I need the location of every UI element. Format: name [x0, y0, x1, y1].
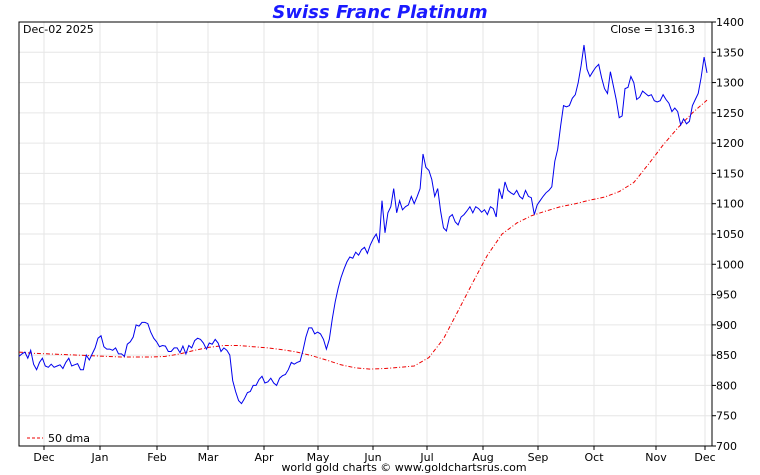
- x-tick-label: Nov: [645, 451, 667, 464]
- y-tick-label: 1300: [716, 77, 744, 90]
- legend: 50 dma: [27, 432, 90, 445]
- x-tick-label: Sep: [528, 451, 549, 464]
- y-axis: 700 750 800 850 900 950 1000 1050 1100 1150 1200 12…: [712, 16, 744, 453]
- y-tick-label: 1000: [716, 258, 744, 271]
- x-tick-label: Apr: [254, 451, 274, 464]
- y-tick-label: 1250: [716, 107, 744, 120]
- x-tick-label: May: [307, 451, 330, 464]
- y-tick-label: 900: [716, 319, 737, 332]
- y-tick-label: 700: [716, 440, 737, 453]
- x-axis: Dec Jan Feb Mar Apr May Jun Jul Aug Sep Oct Nov Dec: [33, 446, 716, 464]
- y-tick-label: 800: [716, 379, 737, 392]
- y-tick-label: 1100: [716, 198, 744, 211]
- x-tick-label: Oct: [584, 451, 604, 464]
- y-tick-label: 1350: [716, 46, 744, 59]
- date-label: Dec-02 2025: [23, 23, 94, 36]
- chart-title: Swiss Franc Platinum: [272, 2, 488, 23]
- y-tick-label: 850: [716, 349, 737, 362]
- x-tick-label: Dec: [33, 451, 54, 464]
- x-tick-label: Mar: [198, 451, 219, 464]
- x-tick-label: Dec: [694, 451, 715, 464]
- series-price-line: [18, 44, 708, 405]
- x-tick-label: Jan: [91, 451, 109, 464]
- close-label: Close = 1316.3: [610, 23, 695, 36]
- y-tick-label: 750: [716, 410, 737, 423]
- x-tick-label: Aug: [472, 451, 493, 464]
- x-tick-label: Feb: [147, 451, 166, 464]
- series-50-dma-line: [18, 99, 708, 370]
- gridlines: [19, 21, 712, 447]
- y-tick-label: 950: [716, 289, 737, 302]
- footer-credit: world gold charts © www.goldchartsrus.co…: [281, 461, 527, 474]
- y-tick-label: 1050: [716, 228, 744, 241]
- y-tick-label: 1150: [716, 167, 744, 180]
- y-tick-label: 1400: [716, 16, 744, 29]
- y-tick-label: 1200: [716, 137, 744, 150]
- x-tick-label: Jul: [419, 451, 433, 464]
- x-tick-label: Jun: [363, 451, 381, 464]
- legend-label-50-dma: 50 dma: [48, 432, 90, 445]
